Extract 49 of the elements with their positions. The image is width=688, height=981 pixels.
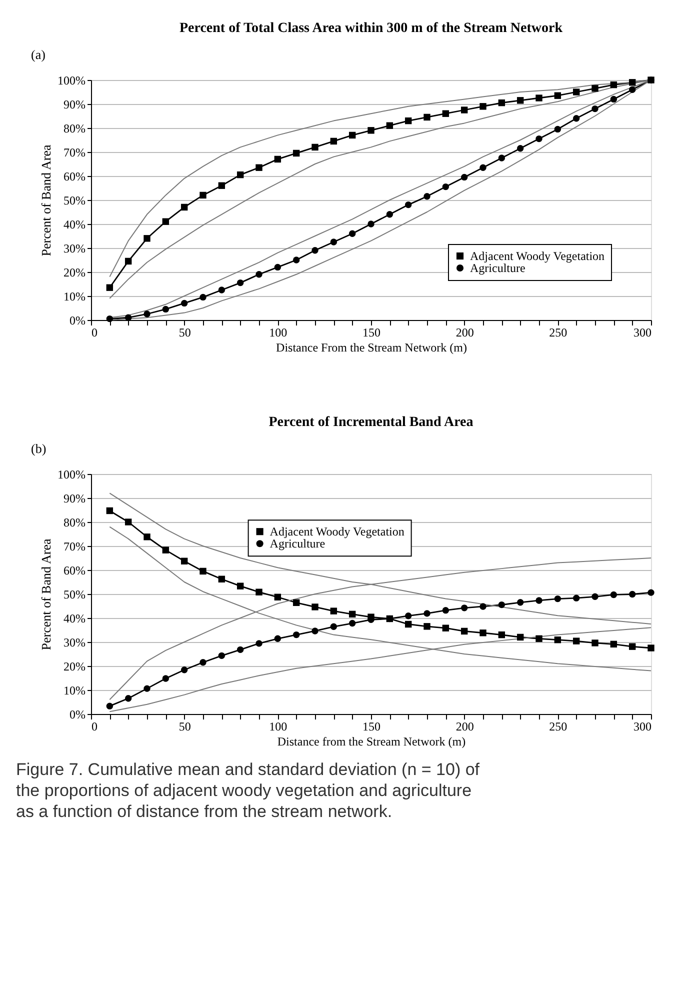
- legend-label: Agriculture: [470, 261, 526, 275]
- x-tick-label: 0: [92, 720, 98, 734]
- y-tick-label: 0%: [70, 314, 86, 328]
- y-tick-label: 20%: [64, 660, 86, 674]
- text: (a): [31, 47, 46, 62]
- y-tick-label: 40%: [64, 612, 86, 626]
- y-tick-label: 20%: [64, 266, 86, 280]
- text: (b): [31, 441, 46, 456]
- x-axis-title: Distance From the Stream Network (m): [276, 340, 467, 354]
- x-tick-label: 300: [634, 326, 652, 340]
- x-tick-label: 250: [549, 720, 568, 734]
- x-tick-label: 150: [362, 720, 380, 734]
- chart-title: Percent of Total Class Area within 300 m of the Stream Network: [179, 21, 563, 36]
- legend-label: Agriculture: [270, 536, 326, 551]
- caption: Figure 7. Cumulative mean and standard deviation (n = 10) of the proportions of adjacent woody vegetation and agriculture as a function of distance from the stream network.: [16, 760, 480, 821]
- y-tick-label: 70%: [64, 540, 86, 554]
- y-tick-label: 60%: [64, 564, 86, 578]
- y-tick-label: 10%: [64, 684, 86, 698]
- x-tick-label: 0: [92, 326, 98, 340]
- y-tick-label: 100%: [58, 74, 86, 88]
- y-tick-label: 30%: [64, 636, 86, 650]
- y-tick-label: 70%: [64, 146, 86, 160]
- y-tick-label: 30%: [64, 242, 86, 256]
- x-tick-label: 100: [269, 720, 288, 734]
- y-tick-label: 10%: [64, 290, 86, 304]
- y-tick-label: 60%: [64, 170, 86, 184]
- y-tick-label: 80%: [64, 122, 86, 136]
- y-tick-label: 0%: [70, 708, 86, 722]
- x-tick-label: 150: [362, 326, 380, 340]
- x-tick-label: 200: [456, 720, 474, 734]
- y-tick-label: 50%: [64, 194, 86, 208]
- x-tick-label: 250: [549, 326, 568, 340]
- y-tick-label: 100%: [58, 468, 86, 482]
- x-tick-label: 300: [634, 720, 652, 734]
- legend-label: Adjacent Woody Vegetation: [470, 249, 605, 263]
- y-tick-label: 50%: [64, 588, 86, 602]
- y-tick-label: 90%: [64, 492, 86, 506]
- x-axis-title: Distance from the Stream Network (m): [277, 734, 466, 748]
- y-tick-label: 40%: [64, 218, 86, 232]
- x-tick-label: 100: [269, 326, 288, 340]
- y-axis-title: Percent of Band Area: [38, 538, 54, 650]
- y-axis-title: Percent of Band Area: [38, 144, 54, 256]
- chart-title: Percent of Incremental Band Area: [268, 415, 474, 430]
- x-tick-label: 50: [178, 326, 191, 340]
- x-tick-label: 50: [178, 720, 191, 734]
- y-tick-label: 90%: [64, 98, 86, 112]
- legend-label: Adjacent Woody Vegetation: [270, 524, 404, 539]
- x-tick-label: 200: [456, 326, 474, 340]
- y-tick-label: 80%: [64, 516, 86, 530]
